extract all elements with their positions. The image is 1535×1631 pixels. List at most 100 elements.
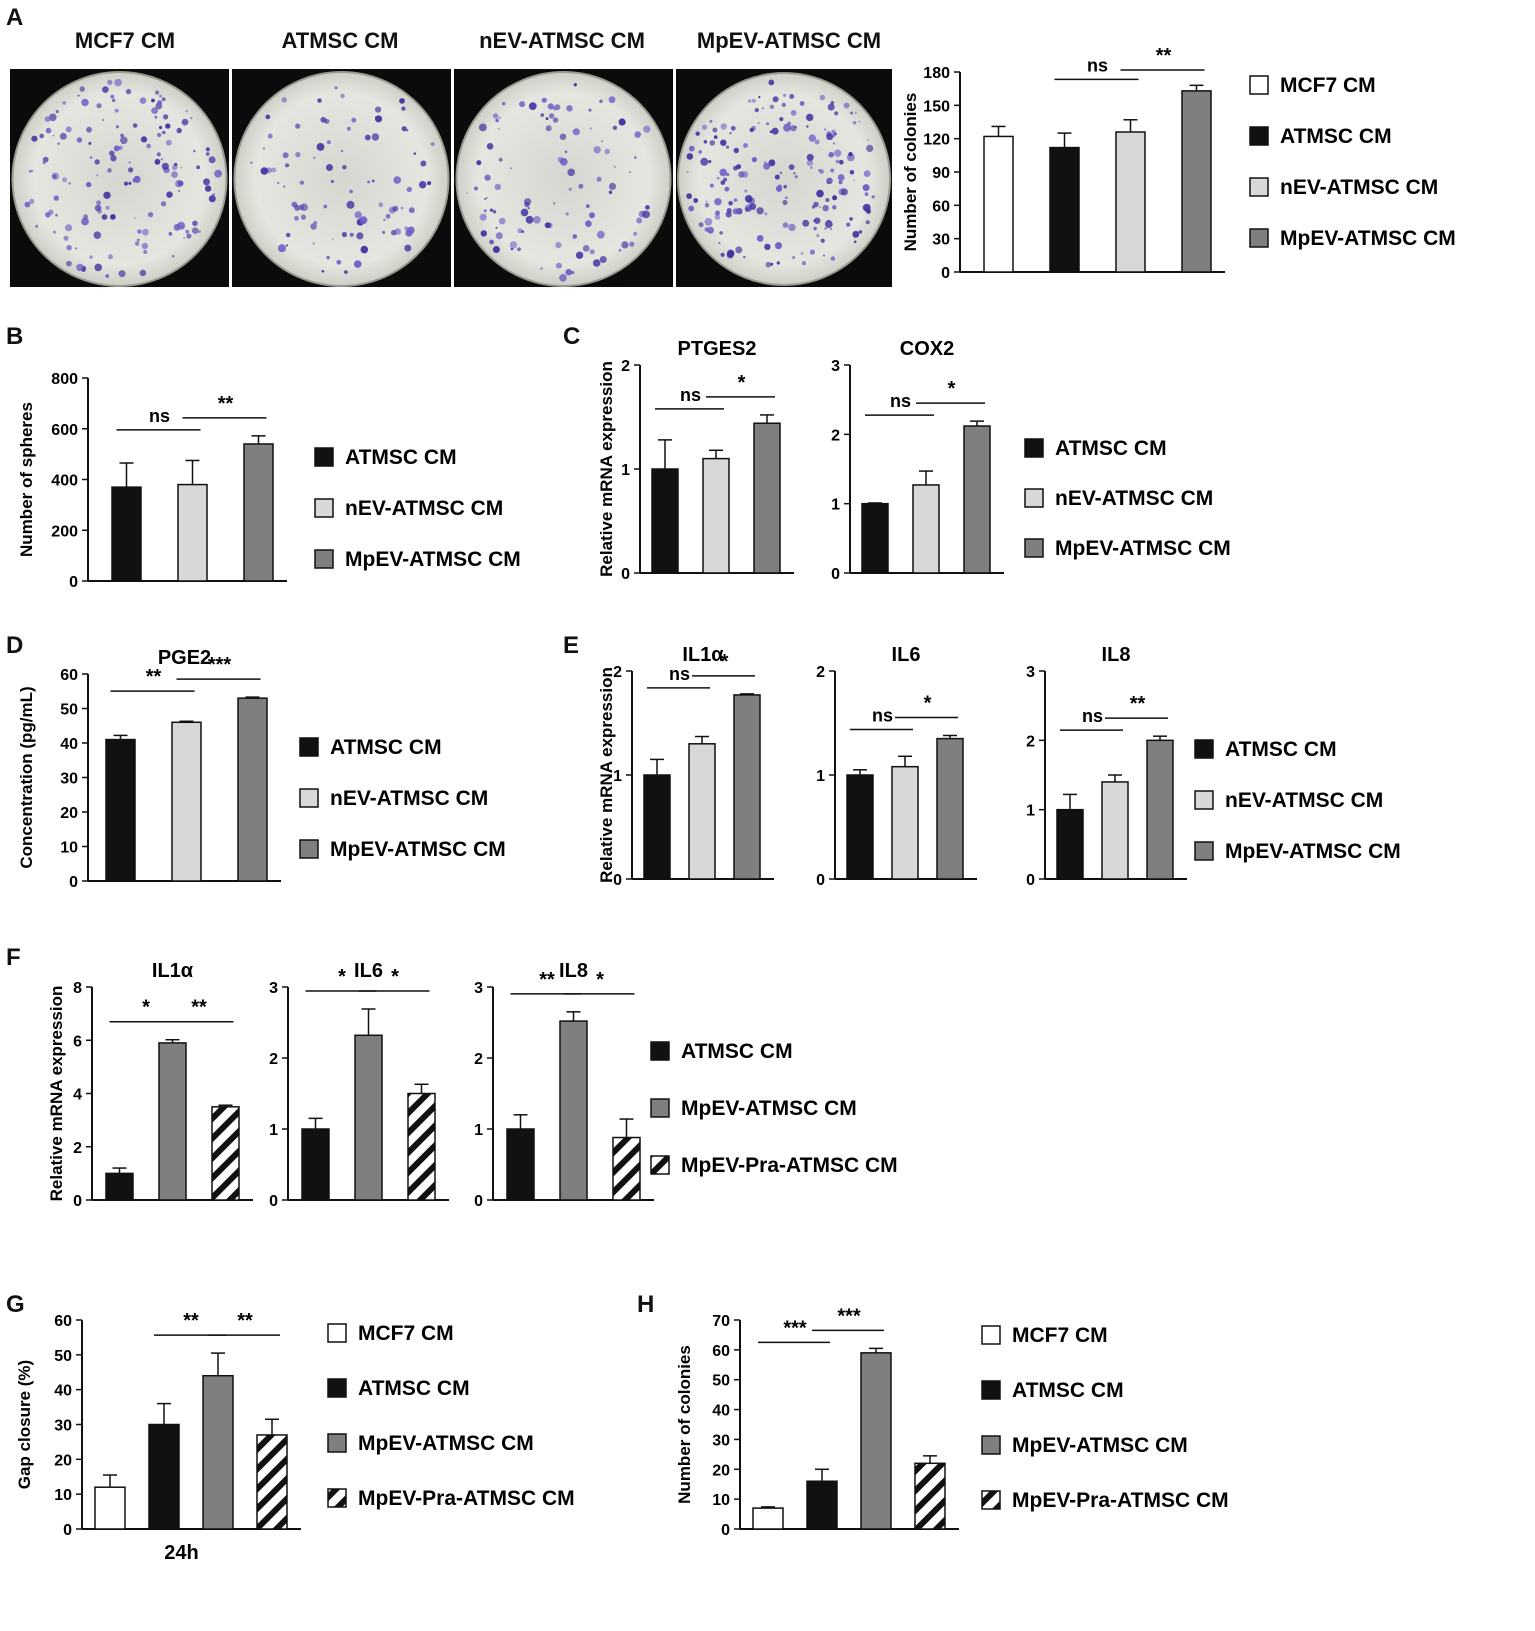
bar-f-il6-atmsc-cm	[301, 1128, 330, 1201]
significance-label-d: ***	[208, 654, 232, 676]
chart-f-il6: IL6 0 1 2 3 * *	[269, 960, 449, 1210]
legend-swatch-b-nev-atmsc-cm	[314, 498, 334, 518]
legend-swatch-e-il8-mpev-atmsc-cm	[1194, 841, 1214, 861]
x-axis-label-g: 24h	[164, 1542, 198, 1564]
legend-swatch-g-mpev-atmsc-cm	[327, 1433, 347, 1453]
legend-swatch-a-nev-atmsc-cm	[1249, 177, 1269, 197]
y-tick-label-g: 50	[54, 1348, 72, 1365]
bar-e-il8-mpev-atmsc-cm	[1146, 739, 1174, 880]
significance-label-c-ptges2: *	[738, 372, 746, 394]
significance-label-h: ***	[837, 1305, 861, 1327]
y-tick-label-g: 60	[54, 1313, 72, 1330]
y-tick-label-h: 60	[712, 1343, 730, 1360]
y-tick-label-a: 120	[923, 132, 950, 149]
y-tick-label-a: 180	[923, 65, 950, 82]
bar-b-atmsc-cm	[111, 486, 142, 582]
significance-label-g: **	[237, 1310, 253, 1332]
legend-swatch-b-mpev-atmsc-cm	[314, 549, 334, 569]
legend-label-g-mpev-pra-atmsc-cm: MpEV-Pra-ATMSC CM	[358, 1487, 575, 1510]
chart-title-d: PGE2	[158, 647, 211, 669]
bar-e-il6-nev-atmsc-cm	[891, 765, 919, 880]
chart-title-c-ptges2: PTGES2	[678, 338, 757, 360]
y-axis-label-e-il1a: Relative mRNA expression	[597, 667, 616, 883]
y-tick-label-h: 10	[712, 1492, 730, 1509]
bar-f-il8-mpev-atmsc-cm	[559, 1020, 588, 1201]
y-tick-label-e-il6: 2	[816, 664, 825, 681]
legend-swatch-a-mpev-atmsc-cm	[1249, 228, 1269, 248]
y-tick-label-d: 10	[60, 840, 78, 857]
significance-label-f-il8: *	[596, 969, 604, 991]
significance-label-g: **	[183, 1310, 199, 1332]
y-tick-label-f-il8: 2	[474, 1051, 483, 1068]
y-tick-label-g: 20	[54, 1452, 72, 1469]
chart-title-f-il1a: IL1α	[152, 960, 194, 982]
legend-swatch-f-il8-mpev-atmsc-cm	[650, 1098, 670, 1118]
legend-label-d-mpev-atmsc-cm: MpEV-ATMSC CM	[330, 838, 506, 861]
bar-h-atmsc-cm	[806, 1480, 838, 1530]
colony-dish-nev	[454, 69, 676, 287]
chart-c-cox2: COX2 0 1 2 3 ns * ATMSC CM nEV-ATMSC CM MpEV-ATMS…	[831, 338, 1231, 583]
legend-label-g-mcf7-cm: MCF7 CM	[358, 1322, 454, 1345]
legend-swatch-b-atmsc-cm	[314, 447, 334, 467]
legend-swatch-f-il8-mpev-pra-atmsc-cm	[650, 1155, 670, 1175]
colony-dish-mcf7	[10, 69, 232, 287]
significance-label-f-il8: **	[539, 969, 555, 991]
legend-swatch-c-cox2-atmsc-cm	[1024, 438, 1044, 458]
significance-label-f-il1a: **	[191, 997, 207, 1019]
chart-title-f-il8: IL8	[559, 960, 588, 982]
y-tick-label-g: 10	[54, 1487, 72, 1504]
legend-label-g-mpev-atmsc-cm: MpEV-ATMSC CM	[358, 1432, 534, 1455]
legend-label-c-cox2-mpev-atmsc-cm: MpEV-ATMSC CM	[1055, 537, 1231, 560]
y-tick-label-b: 400	[51, 473, 78, 490]
legend-swatch-e-il8-nev-atmsc-cm	[1194, 790, 1214, 810]
bar-b-nev-atmsc-cm	[177, 483, 208, 582]
y-tick-label-a: 0	[941, 265, 950, 282]
bar-h-mpev-atmsc-cm	[860, 1352, 892, 1530]
y-tick-label-c-cox2: 2	[831, 427, 840, 444]
y-tick-label-g: 30	[54, 1418, 72, 1435]
y-tick-label-c-cox2: 0	[831, 566, 840, 583]
bar-f-il8-mpev-pra-atmsc-cm	[612, 1136, 641, 1201]
y-axis-label-b: Number of spheres	[17, 402, 36, 557]
legend-label-c-cox2-nev-atmsc-cm: nEV-ATMSC CM	[1055, 487, 1213, 510]
legend-swatch-a-atmsc-cm	[1249, 126, 1269, 146]
significance-label-e-il6: *	[924, 692, 932, 714]
y-tick-label-e-il8: 2	[1026, 733, 1035, 750]
legend-swatch-d-nev-atmsc-cm	[299, 788, 319, 808]
legend-swatch-d-atmsc-cm	[299, 737, 319, 757]
legend-label-b-atmsc-cm: ATMSC CM	[345, 446, 457, 469]
chart-e-il6: IL6 0 1 2 ns *	[816, 644, 977, 889]
y-tick-label-e-il8: 3	[1026, 664, 1035, 681]
legend-swatch-h-mpev-pra-atmsc-cm	[981, 1490, 1001, 1510]
y-tick-label-e-il1a: 0	[613, 872, 622, 889]
panel-letter-a: A	[6, 4, 24, 31]
bar-g-atmsc-cm	[148, 1423, 180, 1530]
colony-dish-photos	[10, 69, 892, 287]
significance-label-e-il1a: *	[721, 651, 729, 673]
bar-c-cox2-mpev-atmsc-cm	[963, 425, 991, 574]
significance-label-c-cox2: ns	[890, 391, 911, 411]
y-tick-label-f-il1a: 2	[73, 1140, 82, 1157]
bar-f-il8-atmsc-cm	[506, 1128, 535, 1201]
y-tick-label-c-ptges2: 2	[621, 358, 630, 375]
y-tick-label-b: 200	[51, 523, 78, 540]
legend-label-d-atmsc-cm: ATMSC CM	[330, 736, 442, 759]
bar-b-mpev-atmsc-cm	[243, 443, 274, 582]
bar-c-ptges2-nev-atmsc-cm	[702, 457, 730, 574]
legend-label-h-mcf7-cm: MCF7 CM	[1012, 1324, 1108, 1347]
legend-swatch-a-mcf7-cm	[1249, 75, 1269, 95]
bar-f-il6-mpev-pra-atmsc-cm	[407, 1092, 436, 1201]
legend-label-h-atmsc-cm: ATMSC CM	[1012, 1379, 1124, 1402]
photo-title-atmsc: ATMSC CM	[281, 28, 399, 53]
bar-c-cox2-nev-atmsc-cm	[912, 484, 940, 574]
legend-label-d-nev-atmsc-cm: nEV-ATMSC CM	[330, 787, 488, 810]
y-tick-label-h: 40	[712, 1403, 730, 1420]
chart-c-ptges2: PTGES2 0 1 2 Relative mRNA expression ns *	[597, 338, 794, 583]
bar-c-cox2-atmsc-cm	[861, 502, 889, 574]
bar-e-il1a-atmsc-cm	[643, 774, 671, 880]
y-tick-label-d: 40	[60, 736, 78, 753]
y-tick-label-f-il1a: 0	[73, 1193, 82, 1210]
y-tick-label-h: 30	[712, 1432, 730, 1449]
